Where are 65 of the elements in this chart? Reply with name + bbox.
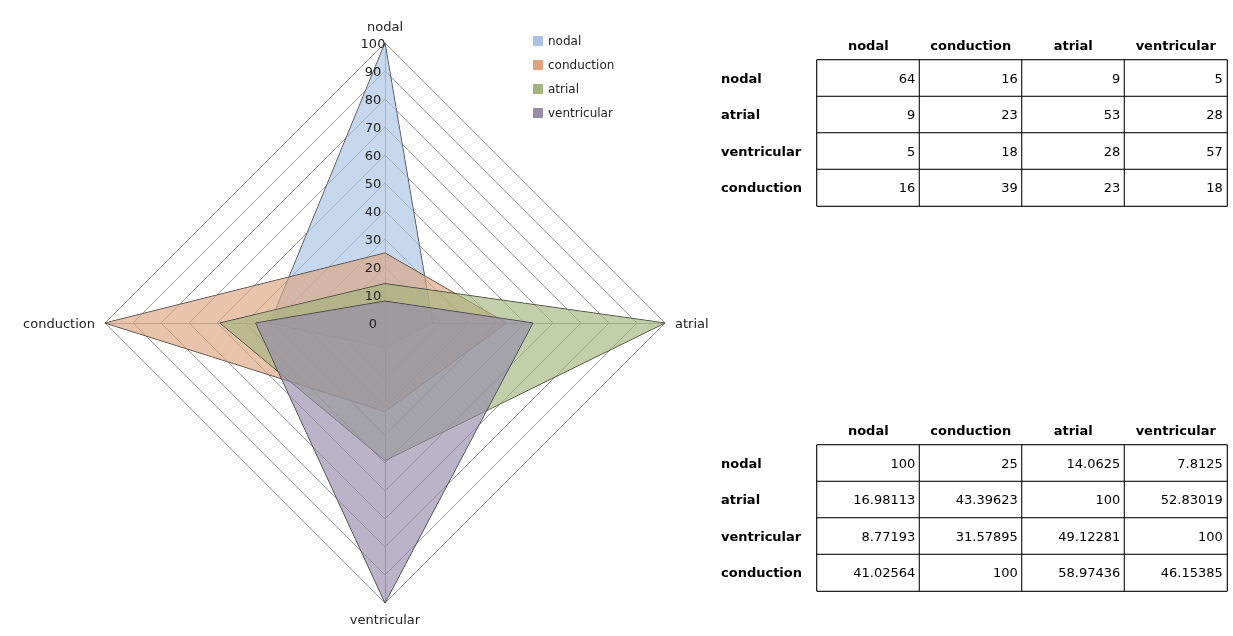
y-tick-label: 90	[364, 63, 382, 79]
x-tick-label: atrial	[1053, 423, 1093, 438]
y-tick-label: 30	[364, 231, 382, 247]
x-tick-label: ventricular	[1135, 38, 1217, 53]
data-label: 28	[1103, 143, 1121, 159]
data-label: 53	[1103, 107, 1121, 123]
data-label: 16.98113	[853, 492, 916, 508]
data-label: 25	[1001, 455, 1018, 471]
data-label: 16	[1001, 70, 1018, 86]
data-label: 16	[898, 180, 916, 196]
spoke-label: atrial	[675, 315, 709, 331]
data-label: 28	[1206, 107, 1223, 123]
x-tick-label: conduction	[930, 423, 1012, 438]
y-tick-label: 50	[364, 175, 382, 191]
y-tick-label: 80	[364, 91, 382, 107]
x-tick-label: ventricular	[1135, 423, 1217, 438]
data-label: 14.0625	[1066, 455, 1121, 471]
x-tick-label: nodal	[847, 38, 889, 53]
x-tick-label: conduction	[930, 38, 1012, 53]
spoke-label: ventricular	[349, 612, 421, 627]
data-label: 5	[906, 143, 916, 159]
data-label: 23	[1103, 180, 1121, 196]
y-tick-label: nodal	[721, 70, 762, 86]
data-label: 43.39623	[955, 492, 1018, 508]
y-tick-label: ventricular	[721, 528, 802, 544]
y-tick-label: conduction	[721, 565, 803, 581]
x-tick-label: nodal	[847, 423, 889, 438]
legend-label: atrial	[548, 82, 580, 96]
legend-label: ventricular	[548, 106, 613, 120]
y-tick-label: 40	[364, 203, 382, 219]
data-label: 41.02564	[853, 565, 916, 581]
legend-label: conduction	[548, 58, 615, 72]
y-tick-label: atrial	[721, 492, 761, 508]
y-tick-label: conduction	[721, 180, 803, 196]
data-label: 31.57895	[955, 528, 1018, 544]
data-label: 39	[1001, 180, 1018, 196]
data-label: 23	[1001, 107, 1018, 123]
y-tick-label: nodal	[721, 455, 762, 471]
y-tick-label: atrial	[721, 107, 761, 123]
data-label: 100	[1197, 528, 1223, 544]
data-label: 52.83019	[1160, 492, 1223, 508]
data-label: 7.8125	[1177, 455, 1223, 471]
data-label: 49.12281	[1058, 528, 1121, 544]
data-label: 64	[898, 70, 916, 86]
data-label: 100	[1095, 492, 1121, 508]
data-label: 9	[906, 107, 916, 123]
y-tick-label: ventricular	[721, 143, 802, 159]
data-label: 100	[992, 565, 1018, 581]
data-label: 5	[1214, 70, 1223, 86]
x-tick-label: atrial	[1053, 38, 1093, 53]
y-tick-label: 60	[364, 147, 382, 163]
data-label: 9	[1111, 70, 1121, 86]
y-tick-label: 0	[368, 315, 378, 331]
y-tick-label: 10	[364, 287, 382, 303]
data-label: 8.77193	[861, 528, 916, 544]
spoke-label: conduction	[23, 315, 95, 331]
data-label: 18	[1001, 143, 1018, 159]
data-label: 57	[1206, 143, 1223, 159]
y-tick-label: 20	[364, 259, 382, 275]
data-label: 18	[1206, 180, 1223, 196]
y-tick-label: 70	[364, 119, 382, 135]
data-label: 46.15385	[1160, 565, 1223, 581]
y-tick-label: 100	[360, 35, 386, 51]
data-label: 100	[890, 455, 916, 471]
data-label: 58.97436	[1058, 565, 1121, 581]
